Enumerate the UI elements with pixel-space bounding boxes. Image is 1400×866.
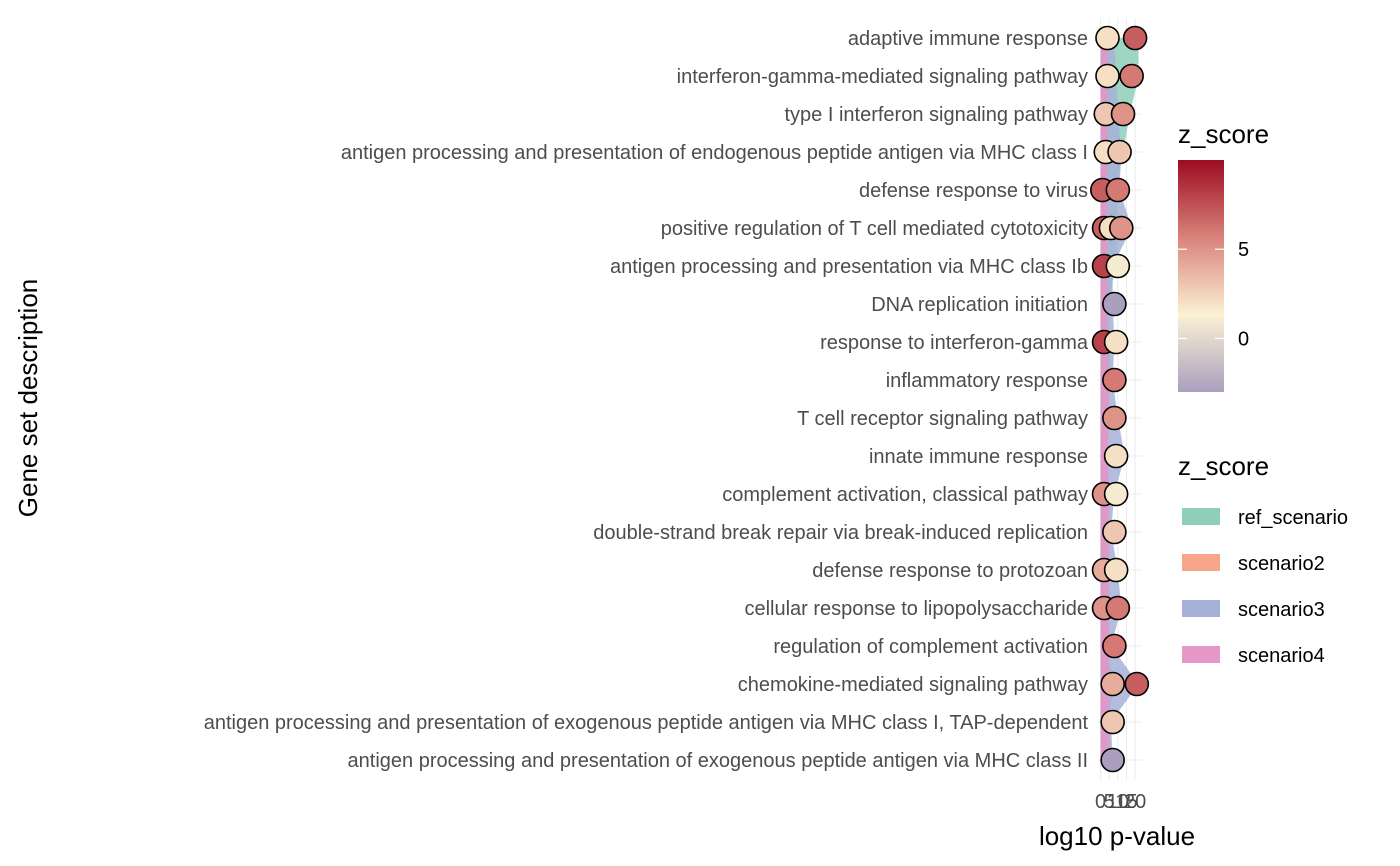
data-point bbox=[1100, 709, 1125, 735]
legend-swatch-scenario4 bbox=[1182, 646, 1220, 663]
data-point bbox=[1122, 25, 1148, 51]
data-point bbox=[1100, 747, 1125, 773]
y-tick-label: interferon-gamma-mediated signaling path… bbox=[677, 66, 1088, 88]
color-legend: z_score 50 bbox=[1178, 119, 1269, 392]
legend-swatch-scenario2 bbox=[1182, 554, 1220, 571]
data-point bbox=[1124, 671, 1150, 697]
data-point bbox=[1107, 139, 1132, 165]
data-point bbox=[1103, 481, 1129, 507]
fill-legend: z_score ref_scenario scenario2 scenario3 sc… bbox=[1178, 451, 1348, 667]
y-tick-label: defense response to virus bbox=[859, 180, 1088, 202]
x-tick-label: 0 bbox=[1095, 791, 1106, 813]
data-point bbox=[1102, 405, 1127, 431]
y-tick-label: response to interferon-gamma bbox=[820, 332, 1089, 354]
data-point bbox=[1102, 367, 1127, 393]
legend-swatch-ref_scenario bbox=[1182, 508, 1220, 525]
legend-swatch-scenario3 bbox=[1182, 600, 1220, 617]
data-point bbox=[1102, 519, 1127, 545]
y-tick-label: positive regulation of T cell mediated c… bbox=[661, 218, 1088, 240]
legend-label-scenario4: scenario4 bbox=[1238, 645, 1325, 667]
data-point bbox=[1102, 633, 1127, 659]
y-tick-label: antigen processing and presentation via … bbox=[610, 256, 1088, 278]
legend-label-scenario2: scenario2 bbox=[1238, 553, 1325, 575]
colorbar-tick-label: 0 bbox=[1238, 328, 1249, 350]
x-tick-label: 20 bbox=[1124, 791, 1146, 813]
y-tick-label: antigen processing and presentation of e… bbox=[204, 712, 1089, 734]
legend-label-ref_scenario: ref_scenario bbox=[1238, 507, 1348, 529]
y-axis-title: Gene set description bbox=[13, 279, 43, 517]
y-tick-label: DNA replication initiation bbox=[871, 294, 1088, 316]
y-tick-label: antigen processing and presentation of e… bbox=[341, 142, 1088, 164]
data-point bbox=[1103, 329, 1129, 355]
y-tick-label: antigen processing and presentation of e… bbox=[348, 750, 1088, 772]
data-point bbox=[1105, 595, 1131, 621]
x-tick-label: 10 bbox=[1107, 791, 1129, 813]
data-point bbox=[1095, 25, 1120, 51]
y-tick-label: innate immune response bbox=[869, 446, 1088, 468]
data-point bbox=[1105, 253, 1131, 279]
color-legend-title: z_score bbox=[1178, 119, 1269, 149]
data-point bbox=[1108, 215, 1134, 241]
data-point bbox=[1119, 63, 1144, 89]
fill-legend-items: ref_scenario scenario2 scenario3 scenario4 bbox=[1182, 507, 1348, 667]
y-tick-label: defense response to protozoan bbox=[812, 560, 1088, 582]
colorbar-tick-label: 5 bbox=[1238, 239, 1249, 261]
x-tick-label: 15 bbox=[1115, 791, 1137, 813]
y-tick-label: adaptive immune response bbox=[848, 28, 1088, 50]
y-tick-label: regulation of complement activation bbox=[773, 636, 1088, 658]
x-tick-label: 5 bbox=[1104, 791, 1115, 813]
x-axis-title: log10 p-value bbox=[1039, 821, 1195, 851]
data-point bbox=[1103, 443, 1129, 469]
y-tick-labels: adaptive immune response interferon-gamma… bbox=[204, 28, 1089, 772]
y-tick-label: chemokine-mediated signaling pathway bbox=[738, 674, 1088, 696]
fill-legend-title: z_score bbox=[1178, 451, 1269, 481]
y-tick-label: cellular response to lipopolysaccharide bbox=[744, 598, 1088, 620]
y-tick-label: double-strand break repair via break-ind… bbox=[593, 522, 1088, 544]
y-tick-label: T cell receptor signaling pathway bbox=[797, 408, 1088, 430]
data-point bbox=[1105, 177, 1131, 203]
color-legend-ticks: 50 bbox=[1178, 239, 1249, 350]
data-point bbox=[1100, 671, 1125, 697]
point-layer bbox=[1090, 25, 1150, 773]
y-tick-label: complement activation, classical pathway bbox=[722, 484, 1088, 506]
data-point bbox=[1095, 63, 1120, 89]
y-tick-label: type I interferon signaling pathway bbox=[784, 104, 1088, 126]
data-point bbox=[1110, 101, 1136, 127]
y-tick-label: inflammatory response bbox=[886, 370, 1088, 392]
color-gradient-bar bbox=[1178, 160, 1224, 392]
data-point bbox=[1102, 291, 1127, 317]
legend-label-scenario3: scenario3 bbox=[1238, 599, 1325, 621]
data-point bbox=[1103, 557, 1129, 583]
